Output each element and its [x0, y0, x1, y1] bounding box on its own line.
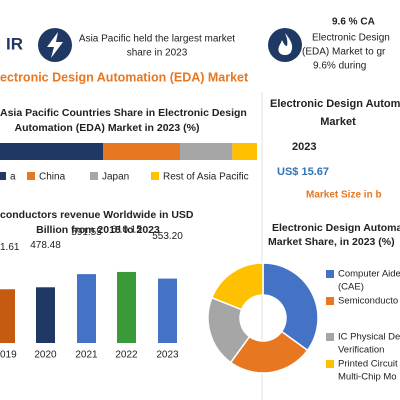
value-label: 553.20 [152, 231, 183, 242]
size-title: Electronic Design Automa [270, 98, 400, 110]
size-title: Market [320, 116, 356, 128]
legend-swatch [326, 333, 334, 341]
callout-text: Electronic Design [312, 33, 390, 44]
chart-title: Billion from 2018 to 2023 [36, 224, 160, 236]
legend-label: China [39, 172, 66, 183]
bar [36, 287, 55, 343]
callout-text: 9.6% during [313, 61, 366, 72]
lightning-icon [47, 32, 63, 58]
legend-label: Printed Circuit [338, 359, 398, 370]
legend-swatch [90, 172, 98, 180]
size-year: 2023 [292, 141, 316, 153]
flame-icon [278, 33, 293, 55]
legend-label: Computer Aide [338, 269, 400, 280]
x-tick-label: 2020 [34, 350, 57, 361]
bar [77, 274, 96, 343]
legend-label: Japan [102, 172, 129, 183]
callout-text: Asia Pacific held the largest market [79, 34, 235, 45]
callout-text: (EDA) Market to gr [302, 47, 386, 58]
legend-swatch [27, 172, 35, 180]
x-tick-label: 2023 [156, 350, 179, 361]
bar-segment [0, 143, 103, 160]
callout-title: 9.6 % CA [332, 17, 375, 28]
legend-swatch [326, 360, 334, 368]
x-tick-label: 019 [0, 350, 17, 361]
legend-swatch [0, 172, 6, 180]
value-label: 1.61 [0, 242, 20, 253]
value-label: 610.15 [111, 225, 142, 236]
legend-label: IC Physical Des [338, 332, 400, 343]
donut-slice [262, 262, 319, 352]
x-tick-label: 2022 [115, 350, 138, 361]
bar-segment [180, 143, 233, 160]
chart-title: conductors revenue Worldwide in USD [0, 209, 194, 221]
value-label: 478.48 [30, 240, 61, 251]
legend-swatch [326, 270, 334, 278]
legend-label: Semiconducto [338, 296, 398, 307]
callout-text: share in 2023 [127, 48, 188, 59]
bar-segment [103, 143, 180, 160]
legend-label: Multi-Chip Mo [338, 372, 397, 383]
logo: IR [6, 34, 23, 53]
value-label: 591.55 [71, 227, 102, 238]
legend-label: Rest of Asia Pacific [163, 172, 249, 183]
legend-label: Verification [338, 345, 384, 356]
legend-label: (CAE) [338, 282, 364, 293]
icon-circle [268, 28, 302, 62]
legend-swatch [151, 172, 159, 180]
size-caption: Market Size in b [306, 190, 382, 201]
bar-segment [232, 143, 257, 160]
donut-slice [210, 262, 264, 311]
chart-title: Electronic Design Automa [272, 222, 400, 234]
size-value: US$ 15.67 [277, 166, 329, 178]
bar [0, 289, 15, 343]
chart-title: Automation (EDA) Market in 2023 (%) [15, 122, 200, 134]
chart-title: Asia Pacific Countries Share in Electron… [0, 107, 247, 119]
banner-title: ectronic Design Automation (EDA) Market [0, 70, 249, 84]
x-tick-label: 2021 [75, 350, 98, 361]
bar [117, 271, 136, 343]
legend-label: a [10, 172, 16, 183]
chart-title: Market Share, in 2023 (%) [268, 236, 395, 248]
bar [158, 278, 177, 343]
legend-swatch [326, 297, 334, 305]
